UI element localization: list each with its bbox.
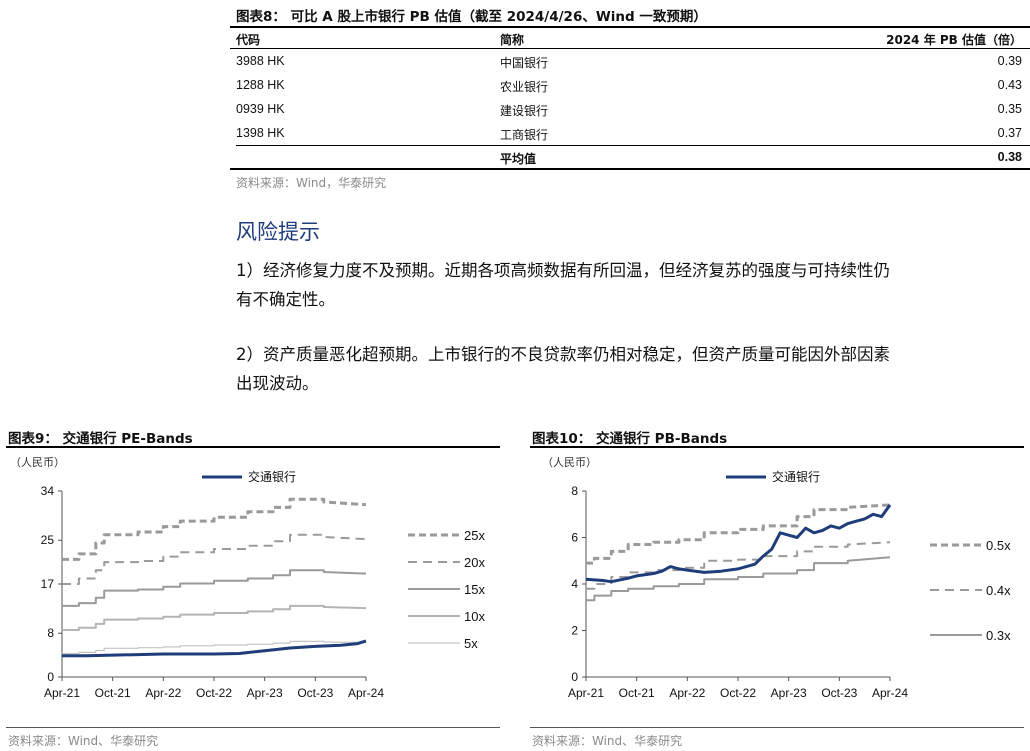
y-axis-unit-label: （人民币） (10, 456, 65, 469)
y-tick-label: 4 (571, 577, 578, 591)
x-tick-label: Oct-21 (95, 686, 131, 700)
risk-paragraph-2: 2）资产质量恶化超预期。上市银行的不良贷款率仍相对稳定，但资产质量可能因外部因素… (236, 340, 1026, 398)
x-tick-label: Apr-23 (247, 686, 283, 700)
series-line-20x (62, 533, 367, 585)
table-top-rule (230, 26, 1030, 28)
legend-label-10x: 10x (464, 609, 485, 624)
table-header-rule (230, 48, 1030, 49)
col-header-name: 简称 (500, 33, 525, 47)
series-line-交通银行 (585, 504, 892, 584)
chart9-bottom-rule (6, 727, 500, 728)
y-tick-label: 2 (571, 624, 578, 638)
y-tick-label: 34 (41, 484, 55, 498)
avg-value: 0.38 (997, 150, 1022, 164)
legend-label-交通银行: 交通银行 (248, 469, 296, 484)
avg-label: 平均值 (500, 152, 537, 166)
chart9-source: 资料来源：Wind、华泰研究 (8, 734, 159, 748)
row-name: 工商银行 (500, 128, 549, 142)
series-line-10x (62, 604, 367, 631)
risk-paragraph-1: 1）经济修复力度不及预期。近期各项高频数据有所回温，但经济复苏的强度与可持续性仍… (236, 256, 1026, 314)
chart10-source: 资料来源：Wind、华泰研究 (532, 734, 683, 748)
y-axis-unit-label: （人民币） (542, 456, 597, 469)
y-tick-label: 8 (47, 626, 54, 640)
x-tick-label: Apr-24 (872, 686, 908, 700)
table-title: 图表8： 可比 A 股上市银行 PB 估值（截至 2024/4/26、Wind … (236, 9, 707, 25)
risk-p2-line1: 2）资产质量恶化超预期。上市银行的不良贷款率仍相对稳定，但资产质量可能因外部因素 (236, 345, 890, 364)
x-tick-label: Apr-23 (771, 686, 807, 700)
risk-p2-line2: 出现波动。 (236, 374, 319, 393)
row-name: 农业银行 (500, 80, 549, 94)
x-tick-label: Apr-22 (145, 686, 181, 700)
series-line-5x (62, 640, 367, 655)
chart9-title: 图表9： 交通银行 PE-Bands (8, 431, 193, 447)
x-tick-label: Apr-22 (669, 686, 705, 700)
chart10-title-rule (530, 446, 1024, 448)
x-tick-label: Apr-24 (348, 686, 384, 700)
row-name: 中国银行 (500, 56, 549, 70)
chart10-bottom-rule (530, 727, 1024, 728)
chart10-pb-bands: （人民币） 0 2 4 6 8 Apr-21 Oct-21 Apr-22 Oct-22 Apr-23… (542, 456, 1011, 700)
x-tick-label: Oct-22 (720, 686, 756, 700)
legend-label-20x: 20x (464, 555, 485, 570)
x-tick-label: Oct-22 (196, 686, 232, 700)
row-code: 1398 HK (236, 126, 285, 140)
series-line-0.3x (586, 556, 891, 602)
legend-label-0.4x: 0.4x (986, 583, 1011, 598)
y-tick-label: 0 (47, 670, 54, 684)
y-tick-label: 17 (41, 577, 55, 591)
y-tick-label: 8 (571, 484, 578, 498)
chart9-title-rule (6, 446, 500, 448)
x-tick-label: Apr-21 (568, 686, 604, 700)
series-line-0.4x (586, 541, 891, 590)
x-tick-label: Oct-23 (821, 686, 857, 700)
series-line-15x (62, 569, 367, 607)
col-header-code: 代码 (236, 33, 261, 47)
row-name: 建设银行 (500, 104, 549, 118)
chart9-pe-bands: （人民币） 0 8 17 25 34 Apr-21 Oct-21 Apr-22 Oct-22 Apr… (10, 456, 485, 700)
row-code: 3988 HK (236, 54, 285, 68)
chart10-title: 图表10： 交通银行 PB-Bands (532, 431, 728, 447)
row-code: 1288 HK (236, 78, 285, 92)
x-tick-label: Oct-21 (619, 686, 655, 700)
legend-label-0.5x: 0.5x (986, 538, 1011, 553)
table-bottom-rule (230, 168, 1030, 170)
row-pb: 0.37 (997, 126, 1022, 140)
row-code: 0939 HK (236, 102, 285, 116)
y-tick-label: 25 (41, 533, 55, 547)
x-tick-label: Oct-23 (297, 686, 333, 700)
legend-label-15x: 15x (464, 582, 485, 597)
legend-label-5x: 5x (464, 636, 478, 651)
risk-heading: 风险提示 (236, 220, 320, 244)
series-line-交通银行 (62, 639, 367, 658)
risk-p1-line1: 1）经济修复力度不及预期。近期各项高频数据有所回温，但经济复苏的强度与可持续性仍 (236, 261, 890, 280)
legend-label-交通银行: 交通银行 (772, 469, 820, 484)
table-source: 资料来源：Wind，华泰研究 (236, 176, 387, 190)
row-pb: 0.43 (997, 78, 1022, 92)
legend-label-0.3x: 0.3x (986, 628, 1011, 643)
legend-label-25x: 25x (464, 528, 485, 543)
x-tick-label: Apr-21 (44, 686, 80, 700)
row-pb: 0.35 (997, 102, 1022, 116)
row-pb: 0.39 (997, 54, 1022, 68)
series-line-25x (62, 497, 367, 561)
y-tick-label: 6 (571, 531, 578, 545)
risk-p1-line2: 有不确定性。 (236, 290, 335, 309)
y-tick-label: 0 (571, 670, 578, 684)
col-header-pb: 2024 年 PB 估值（倍） (886, 33, 1022, 47)
series-line-0.5x (586, 503, 891, 565)
avg-rule (236, 145, 1030, 146)
